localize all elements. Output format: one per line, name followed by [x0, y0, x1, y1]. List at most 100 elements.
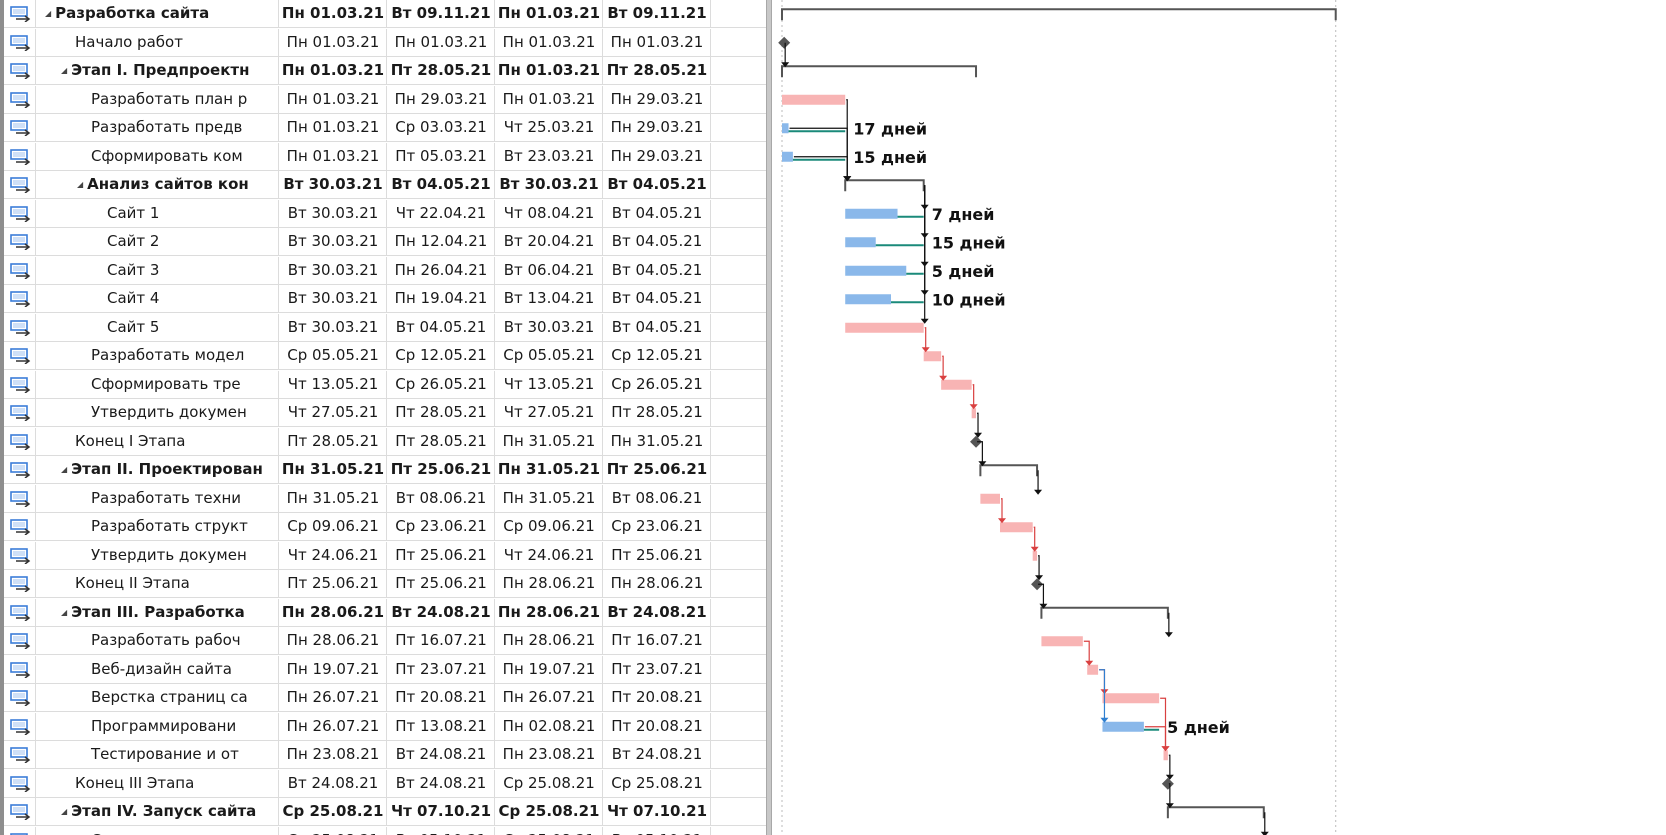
task-name-cell[interactable]: ◢ Разработка сайта [37, 0, 279, 27]
baseline-finish-cell[interactable]: Вт 04.05.21 [604, 313, 711, 341]
baseline-finish-cell[interactable]: Ср 23.06.21 [604, 513, 711, 540]
start-cell[interactable]: Вт 30.03.21 [280, 285, 387, 312]
indicator-cell[interactable] [4, 598, 36, 626]
task-name-cell[interactable]: Разработать модел [37, 342, 279, 369]
start-cell[interactable]: Чт 27.05.21 [280, 399, 387, 426]
task-name-cell[interactable]: Сайт 2 [37, 228, 279, 255]
task-row[interactable]: ◢ Этап IV. Запуск сайта Ср 25.08.21 Чт 07.1… [4, 798, 768, 826]
start-cell[interactable]: Пн 19.07.21 [280, 655, 387, 683]
baseline-start-cell[interactable]: Ср 25.08.21 [496, 798, 603, 825]
task-row[interactable]: Сайт 1 Вт 30.03.21 Чт 22.04.21 Чт 08.04.21 В… [4, 199, 768, 228]
baseline-start-cell[interactable]: Чт 13.05.21 [496, 370, 603, 398]
task-name-cell[interactable]: Начало работ [37, 28, 279, 56]
baseline-finish-cell[interactable]: Вт 04.05.21 [604, 199, 711, 227]
indicator-cell[interactable] [4, 427, 36, 455]
baseline-start-cell[interactable]: Пн 01.03.21 [496, 0, 603, 27]
start-cell[interactable]: Чт 24.06.21 [280, 541, 387, 569]
task-row[interactable]: Сформировать тре Чт 13.05.21 Ср 26.05.21 Чт… [4, 370, 768, 399]
indicator-cell[interactable] [4, 712, 36, 740]
finish-cell[interactable]: Чт 07.10.21 [388, 798, 495, 825]
indicator-cell[interactable] [4, 142, 36, 170]
baseline-start-cell[interactable]: Вт 20.04.21 [496, 228, 603, 255]
baseline-start-cell[interactable]: Пн 01.03.21 [496, 28, 603, 56]
finish-cell[interactable]: Ср 12.05.21 [388, 342, 495, 369]
task-name-cell[interactable]: Утвердить докумен [37, 541, 279, 569]
baseline-finish-cell[interactable]: Пт 28.05.21 [604, 399, 711, 426]
task-row[interactable]: Разработать предв Пн 01.03.21 Ср 03.03.21 Ч… [4, 114, 768, 142]
indicator-cell[interactable] [4, 199, 36, 227]
finish-cell[interactable]: Вт 08.06.21 [388, 484, 495, 512]
task-row[interactable]: Сайт 3 Вт 30.03.21 Пн 26.04.21 Вт 06.04.21 В… [4, 256, 768, 285]
view-splitter[interactable] [766, 0, 772, 835]
baseline-finish-cell[interactable]: Вт 04.05.21 [604, 228, 711, 255]
start-cell[interactable]: Пн 26.07.21 [280, 712, 387, 740]
start-cell[interactable]: Пн 28.06.21 [280, 627, 387, 654]
task-name-cell[interactable]: Конец I Этапа [37, 427, 279, 455]
indicator-cell[interactable] [4, 0, 36, 27]
baseline-start-cell[interactable]: Вт 06.04.21 [496, 256, 603, 284]
baseline-start-cell[interactable]: Вт 23.03.21 [496, 142, 603, 170]
baseline-finish-cell[interactable]: Вт 04.05.21 [604, 285, 711, 312]
task-row[interactable]: Разработать план р Пн 01.03.21 Пн 29.03.21… [4, 85, 768, 114]
baseline-finish-cell[interactable]: Вт 24.08.21 [604, 741, 711, 768]
finish-cell[interactable]: Пн 19.04.21 [388, 285, 495, 312]
finish-cell[interactable]: Пн 12.04.21 [388, 228, 495, 255]
indicator-cell[interactable] [4, 28, 36, 56]
baseline-start-cell[interactable]: Пн 01.03.21 [496, 57, 603, 84]
task-name-cell[interactable]: Создание контента [37, 826, 279, 835]
baseline-finish-cell[interactable]: Вт 05.10.21 [604, 826, 711, 835]
task-name-cell[interactable]: Разработать план р [37, 85, 279, 113]
baseline-finish-cell[interactable]: Ср 26.05.21 [604, 370, 711, 398]
baseline-finish-cell[interactable]: Пт 28.05.21 [604, 57, 711, 84]
indicator-cell[interactable] [4, 769, 36, 797]
indicator-cell[interactable] [4, 256, 36, 284]
baseline-finish-cell[interactable]: Пт 23.07.21 [604, 655, 711, 683]
start-cell[interactable]: Пн 01.03.21 [280, 142, 387, 170]
collapse-triangle-icon[interactable]: ◢ [61, 607, 68, 617]
baseline-start-cell[interactable]: Пн 26.07.21 [496, 684, 603, 711]
baseline-finish-cell[interactable]: Пн 28.06.21 [604, 570, 711, 597]
baseline-start-cell[interactable]: Пн 01.03.21 [496, 85, 603, 113]
indicator-cell[interactable] [4, 114, 36, 141]
indicator-cell[interactable] [4, 798, 36, 825]
start-cell[interactable]: Пн 23.08.21 [280, 741, 387, 768]
baseline-finish-cell[interactable]: Пн 29.03.21 [604, 142, 711, 170]
finish-cell[interactable]: Пт 25.06.21 [388, 456, 495, 483]
task-row[interactable]: Сайт 5 Вт 30.03.21 Вт 04.05.21 Вт 30.03.21 В… [4, 313, 768, 342]
indicator-cell[interactable] [4, 456, 36, 483]
collapse-triangle-icon[interactable]: ◢ [45, 9, 52, 18]
baseline-start-cell[interactable]: Пн 31.05.21 [496, 456, 603, 483]
collapse-triangle-icon[interactable]: ◢ [61, 465, 68, 474]
task-name-cell[interactable]: Сайт 1 [37, 199, 279, 227]
finish-cell[interactable]: Пт 28.05.21 [388, 399, 495, 426]
indicator-cell[interactable] [4, 513, 36, 540]
start-cell[interactable]: Пн 26.07.21 [280, 684, 387, 711]
baseline-start-cell[interactable]: Вт 13.04.21 [496, 285, 603, 312]
start-cell[interactable]: Пн 31.05.21 [280, 484, 387, 512]
baseline-start-cell[interactable]: Чт 25.03.21 [496, 114, 603, 141]
baseline-finish-cell[interactable]: Вт 09.11.21 [604, 0, 711, 27]
baseline-start-cell[interactable]: Пн 31.05.21 [496, 484, 603, 512]
start-cell[interactable]: Пн 01.03.21 [280, 114, 387, 141]
start-cell[interactable]: Вт 30.03.21 [280, 313, 387, 341]
baseline-start-cell[interactable]: Ср 05.05.21 [496, 342, 603, 369]
start-cell[interactable]: Вт 30.03.21 [280, 228, 387, 255]
finish-cell[interactable]: Пт 13.08.21 [388, 712, 495, 740]
task-row[interactable]: Разработать рабоч Пн 28.06.21 Пт 16.07.21 П… [4, 627, 768, 655]
task-name-cell[interactable]: Разработать предв [37, 114, 279, 141]
start-cell[interactable]: Пт 25.06.21 [280, 570, 387, 597]
baseline-start-cell[interactable]: Чт 08.04.21 [496, 199, 603, 227]
start-cell[interactable]: Ср 25.08.21 [280, 798, 387, 825]
start-cell[interactable]: Пн 01.03.21 [280, 85, 387, 113]
collapse-triangle-icon[interactable]: ◢ [61, 66, 68, 75]
finish-cell[interactable]: Пн 26.04.21 [388, 256, 495, 284]
baseline-finish-cell[interactable]: Пт 25.06.21 [604, 456, 711, 483]
task-row[interactable]: ◢ Анализ сайтов кон Вт 30.03.21 Вт 04.05.21… [4, 171, 768, 199]
collapse-triangle-icon[interactable]: ◢ [77, 180, 84, 189]
finish-cell[interactable]: Пт 25.06.21 [388, 570, 495, 597]
indicator-cell[interactable] [4, 655, 36, 683]
start-cell[interactable]: Вт 30.03.21 [280, 171, 387, 198]
baseline-start-cell[interactable]: Ср 09.06.21 [496, 513, 603, 540]
finish-cell[interactable]: Ср 03.03.21 [388, 114, 495, 141]
task-row[interactable]: Начало работ Пн 01.03.21 Пн 01.03.21 Пн 01.… [4, 28, 768, 57]
